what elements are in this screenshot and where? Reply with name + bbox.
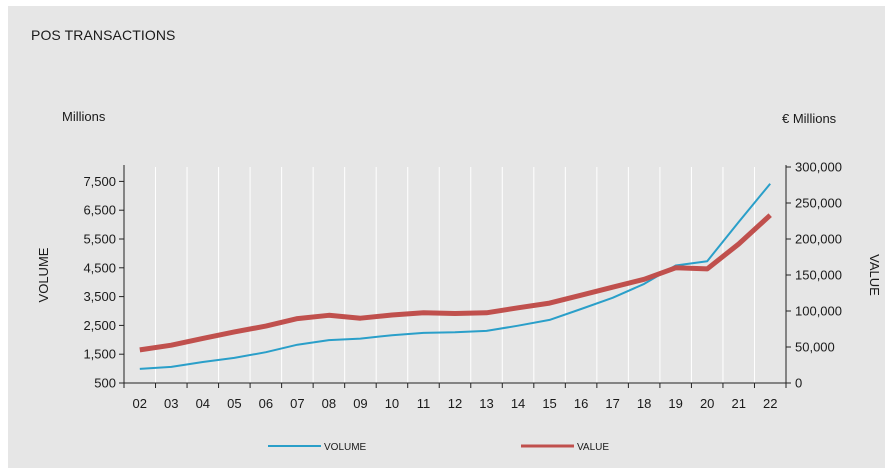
legend-label-value: VALUE bbox=[577, 442, 609, 453]
x-tick-label: 10 bbox=[385, 396, 399, 411]
x-tick-label: 11 bbox=[417, 396, 431, 411]
right-tick-label: 0 bbox=[795, 376, 802, 391]
right-tick-label: 100,000 bbox=[795, 304, 842, 319]
right-tick-label: 300,000 bbox=[795, 160, 842, 175]
series-lines bbox=[139, 183, 772, 370]
right-tick-label: 50,000 bbox=[795, 340, 835, 355]
left-tick-label: 500 bbox=[94, 376, 116, 391]
left-tick-label: 1,500 bbox=[83, 347, 116, 362]
grid-lines bbox=[155, 167, 755, 383]
x-tick-label: 06 bbox=[259, 396, 273, 411]
x-tick-label: 07 bbox=[290, 396, 304, 411]
chart-title: POS TRANSACTIONS bbox=[31, 27, 176, 43]
left-tick-label: 7,500 bbox=[83, 174, 116, 189]
x-tick-label: 21 bbox=[731, 396, 745, 411]
left-tick-label: 5,500 bbox=[83, 232, 116, 247]
right-tick-label: 150,000 bbox=[795, 268, 842, 283]
series-line-volume bbox=[139, 183, 771, 370]
series-line-value bbox=[139, 213, 772, 353]
axes: 5001,5002,5003,5004,5005,5006,5007,50005… bbox=[36, 160, 882, 412]
x-tick-label: 05 bbox=[227, 396, 241, 411]
x-tick-label: 13 bbox=[479, 396, 493, 411]
left-tick-label: 3,500 bbox=[83, 289, 116, 304]
left-axis-unit: Millions bbox=[62, 109, 106, 124]
chart-panel bbox=[8, 6, 885, 468]
x-tick-label: 03 bbox=[164, 396, 178, 411]
x-tick-label: 14 bbox=[511, 396, 525, 411]
right-tick-label: 250,000 bbox=[795, 196, 842, 211]
x-tick-label: 08 bbox=[322, 396, 336, 411]
legend-label-volume: VOLUME bbox=[324, 442, 367, 453]
x-tick-label: 17 bbox=[605, 396, 619, 411]
right-tick-label: 200,000 bbox=[795, 232, 842, 247]
left-tick-label: 2,500 bbox=[83, 318, 116, 333]
x-tick-label: 09 bbox=[353, 396, 367, 411]
legend: VOLUME VALUE bbox=[268, 442, 609, 453]
x-tick-label: 22 bbox=[763, 396, 777, 411]
x-tick-label: 20 bbox=[700, 396, 714, 411]
x-tick-label: 02 bbox=[133, 396, 147, 411]
x-tick-label: 18 bbox=[637, 396, 651, 411]
x-tick-label: 15 bbox=[542, 396, 556, 411]
x-tick-label: 04 bbox=[196, 396, 210, 411]
left-tick-label: 4,500 bbox=[83, 260, 116, 275]
x-tick-label: 12 bbox=[448, 396, 462, 411]
left-tick-label: 6,500 bbox=[83, 203, 116, 218]
right-axis-title: VALUE bbox=[867, 254, 882, 296]
x-tick-label: 19 bbox=[668, 396, 682, 411]
left-axis-title: VOLUME bbox=[36, 247, 51, 302]
right-axis-unit: € Millions bbox=[782, 111, 837, 126]
x-tick-label: 16 bbox=[574, 396, 588, 411]
